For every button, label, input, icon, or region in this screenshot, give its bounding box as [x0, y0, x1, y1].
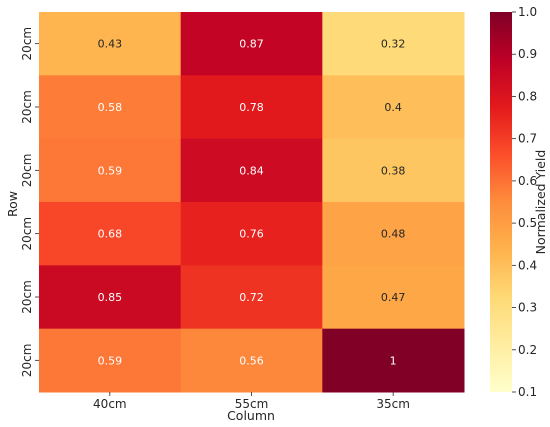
heatmap-cell: [180, 75, 323, 140]
heatmap-cell: [322, 265, 465, 330]
heatmap-cell: [180, 202, 323, 266]
colorbar-tick-label: 0.4: [518, 258, 537, 272]
cell-value-label: 0.43: [98, 38, 123, 51]
cell-value-label: 0.72: [239, 291, 264, 304]
y-tick-label: 20cm: [20, 344, 34, 378]
cell-value-label: 0.32: [381, 38, 406, 51]
colorbar-tick-label: 0.9: [518, 47, 537, 61]
x-tick-label: 35cm: [376, 397, 410, 411]
colorbar-label: Normalized Yield: [533, 150, 548, 255]
y-tick-label: 20cm: [20, 90, 34, 124]
heatmap-cell: [180, 328, 323, 393]
heatmap-cell: [180, 12, 323, 76]
heatmap-cell: [39, 75, 182, 140]
y-tick-label: 20cm: [20, 154, 34, 188]
cell-value-label: 0.47: [381, 291, 406, 304]
colorbar-tick-label: 0.8: [518, 89, 537, 103]
heatmap-cell: [322, 75, 465, 140]
y-tick-label: 20cm: [20, 280, 34, 314]
cell-value-label: 0.68: [98, 228, 123, 241]
heatmap-cell: [322, 138, 465, 203]
y-axis-label: Row: [5, 191, 20, 217]
cell-value-label: 0.48: [381, 228, 406, 241]
heatmap-cell: [39, 202, 182, 266]
x-axis-ticks: 40cm 55cm 35cm: [93, 392, 410, 411]
colorbar-tick-label: 0.5: [518, 216, 537, 230]
cell-value-label: 0.78: [239, 101, 264, 114]
colorbar-tick-label: 0.2: [518, 343, 537, 357]
heatmap-cell: [39, 138, 182, 203]
heatmap-cell: [39, 265, 182, 330]
colorbar: [490, 12, 512, 392]
x-tick-label: 55cm: [235, 397, 269, 411]
cell-value-label: 0.56: [239, 354, 264, 367]
cell-value-labels: 0.43 0.87 0.32 0.58 0.78 0.4 0.59 0.84 0.38 0.68 0…: [98, 38, 406, 368]
x-tick-label: 40cm: [93, 397, 127, 411]
cell-value-label: 0.4: [384, 101, 402, 114]
x-axis-label: Column: [227, 408, 275, 423]
cell-value-label: 1: [390, 354, 397, 367]
heatmap-cell: [39, 12, 182, 76]
colorbar-ticks: 0.1 0.2 0.3 0.4 0.5 0.6 0.7 0.8 0.9 1.0: [512, 5, 537, 399]
heatmap-cell: [180, 265, 323, 330]
y-tick-label: 20cm: [20, 27, 34, 61]
cell-value-label: 0.87: [239, 38, 264, 51]
heatmap-cell: [322, 328, 465, 393]
heatmap-cell: [39, 328, 182, 393]
heatmap-cell: [322, 12, 465, 76]
cell-value-label: 0.76: [239, 228, 264, 241]
heatmap-cell: [322, 202, 465, 266]
colorbar-tick-label: 0.6: [518, 174, 537, 188]
cell-value-label: 0.38: [381, 164, 406, 177]
heatmap-cell: [180, 138, 323, 203]
colorbar-tick-label: 0.3: [518, 301, 537, 315]
colorbar-tick-label: 1.0: [518, 5, 537, 19]
colorbar-tick-label: 0.1: [518, 385, 537, 399]
cell-value-label: 0.85: [98, 291, 123, 304]
cell-value-label: 0.59: [98, 354, 123, 367]
colorbar-tick-label: 0.7: [518, 132, 537, 146]
cell-value-label: 0.58: [98, 101, 123, 114]
y-axis-ticks: 20cm 20cm 20cm 20cm 20cm 20cm: [20, 27, 39, 377]
cell-value-label: 0.59: [98, 164, 123, 177]
y-tick-label: 20cm: [20, 217, 34, 251]
cell-value-label: 0.84: [239, 164, 264, 177]
heatmap-cells: [39, 12, 465, 393]
